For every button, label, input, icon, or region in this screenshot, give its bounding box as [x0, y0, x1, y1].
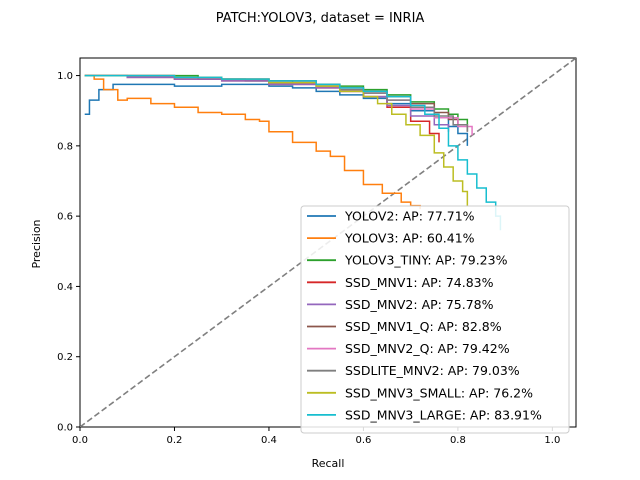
legend-entry: SSD_MNV3_LARGE: AP: 83.91% — [345, 407, 542, 422]
plot-area: 0.0 0.2 0.4 0.6 0.8 1.0 0.0 0.2 0.4 0.6 0.8 1.0 — [57, 57, 577, 446]
x-tick-label: 0.8 — [450, 435, 466, 446]
x-tick-label: 0.4 — [261, 435, 277, 446]
y-axis-label: Precision — [30, 219, 43, 268]
legend-entry: YOLOV3: AP: 60.41% — [344, 231, 475, 246]
y-tick-label: 0.6 — [57, 212, 73, 223]
legend-box — [300, 205, 570, 434]
x-tick-label: 1.0 — [544, 435, 560, 446]
legend-entry: SSD_MNV1: AP: 74.83% — [345, 275, 494, 290]
y-tick-label: 1.0 — [57, 71, 73, 82]
series-line-4 — [84, 74, 440, 143]
x-tick-label: 0.6 — [355, 435, 371, 446]
legend-entry: YOLOV3_TINY: AP: 79.23% — [344, 253, 508, 268]
legend-entry: SSD_MNV2_Q: AP: 79.42% — [345, 341, 510, 356]
legend-entry: SSDLITE_MNV2: AP: 79.03% — [345, 363, 520, 378]
legend-entry: YOLOV2: AP: 77.71% — [344, 209, 475, 224]
legend-entry: SSD_MNV2: AP: 75.78% — [345, 297, 494, 312]
y-tick-label: 0.4 — [57, 282, 73, 293]
x-axis-label: Recall — [312, 457, 345, 470]
series-line-10 — [84, 74, 502, 231]
legend: YOLOV2: AP: 77.71% YOLOV3: AP: 60.41% YOLO… — [300, 205, 570, 434]
x-tick-label: 0.2 — [167, 435, 183, 446]
y-tick-label: 0.8 — [57, 141, 73, 152]
series-line-2 — [84, 74, 421, 210]
legend-entry: SSD_MNV1_Q: AP: 82.8% — [345, 319, 502, 334]
chart-title: PATCH:YOLOV3, dataset = INRIA — [216, 11, 425, 26]
x-tick-label: 0.0 — [72, 435, 88, 446]
y-tick-label: 0.0 — [57, 423, 73, 434]
y-tick-label: 0.2 — [57, 352, 73, 363]
legend-entry: SSD_MNV3_SMALL: AP: 76.2% — [345, 385, 533, 400]
